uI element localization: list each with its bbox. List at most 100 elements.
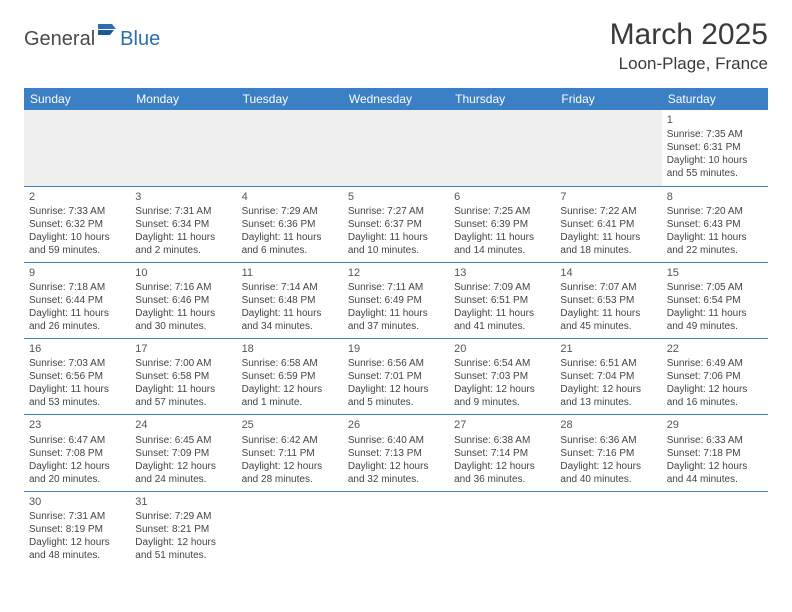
daylight-text: Daylight: 10 hours and 55 minutes. [667, 154, 763, 180]
daylight-text: Daylight: 12 hours and 48 minutes. [29, 536, 125, 562]
title-block: March 2025 Loon-Plage, France [610, 18, 768, 74]
calendar-cell: 9Sunrise: 7:18 AMSunset: 6:44 PMDaylight… [24, 262, 130, 338]
day-number: 14 [560, 266, 656, 280]
sunrise-text: Sunrise: 7:05 AM [667, 281, 763, 294]
daylight-text: Daylight: 11 hours and 26 minutes. [29, 307, 125, 333]
day-number: 22 [667, 342, 763, 356]
calendar-cell [449, 110, 555, 186]
sunset-text: Sunset: 6:48 PM [242, 294, 338, 307]
location-label: Loon-Plage, France [610, 54, 768, 74]
header: General Blue March 2025 Loon-Plage, Fran… [24, 18, 768, 74]
daylight-text: Daylight: 12 hours and 5 minutes. [348, 383, 444, 409]
daylight-text: Daylight: 12 hours and 44 minutes. [667, 460, 763, 486]
calendar-cell: 20Sunrise: 6:54 AMSunset: 7:03 PMDayligh… [449, 339, 555, 415]
daylight-text: Daylight: 12 hours and 28 minutes. [242, 460, 338, 486]
daylight-text: Daylight: 11 hours and 37 minutes. [348, 307, 444, 333]
sunrise-text: Sunrise: 7:03 AM [29, 357, 125, 370]
sunrise-text: Sunrise: 6:58 AM [242, 357, 338, 370]
sunrise-text: Sunrise: 7:31 AM [135, 205, 231, 218]
dow-header: Thursday [449, 88, 555, 110]
dow-header: Wednesday [343, 88, 449, 110]
calendar-page: General Blue March 2025 Loon-Plage, Fran… [0, 0, 792, 585]
day-number: 3 [135, 190, 231, 204]
dow-header: Saturday [662, 88, 768, 110]
daylight-text: Daylight: 11 hours and 6 minutes. [242, 231, 338, 257]
calendar-cell [130, 110, 236, 186]
day-number: 12 [348, 266, 444, 280]
day-number: 2 [29, 190, 125, 204]
calendar-body: 1Sunrise: 7:35 AMSunset: 6:31 PMDaylight… [24, 110, 768, 567]
calendar-cell: 14Sunrise: 7:07 AMSunset: 6:53 PMDayligh… [555, 262, 661, 338]
logo: General Blue [24, 18, 160, 55]
calendar-cell: 27Sunrise: 6:38 AMSunset: 7:14 PMDayligh… [449, 415, 555, 491]
daylight-text: Daylight: 11 hours and 14 minutes. [454, 231, 550, 257]
sunset-text: Sunset: 8:19 PM [29, 523, 125, 536]
sunset-text: Sunset: 6:46 PM [135, 294, 231, 307]
sunset-text: Sunset: 6:54 PM [667, 294, 763, 307]
calendar-cell: 13Sunrise: 7:09 AMSunset: 6:51 PMDayligh… [449, 262, 555, 338]
daylight-text: Daylight: 11 hours and 34 minutes. [242, 307, 338, 333]
day-number: 20 [454, 342, 550, 356]
calendar-week-row: 30Sunrise: 7:31 AMSunset: 8:19 PMDayligh… [24, 491, 768, 567]
daylight-text: Daylight: 12 hours and 40 minutes. [560, 460, 656, 486]
calendar-week-row: 1Sunrise: 7:35 AMSunset: 6:31 PMDaylight… [24, 110, 768, 186]
sunset-text: Sunset: 7:16 PM [560, 447, 656, 460]
calendar-cell: 12Sunrise: 7:11 AMSunset: 6:49 PMDayligh… [343, 262, 449, 338]
sunrise-text: Sunrise: 7:09 AM [454, 281, 550, 294]
day-number: 5 [348, 190, 444, 204]
daylight-text: Daylight: 11 hours and 45 minutes. [560, 307, 656, 333]
day-number: 10 [135, 266, 231, 280]
daylight-text: Daylight: 10 hours and 59 minutes. [29, 231, 125, 257]
calendar-cell [343, 491, 449, 567]
sunrise-text: Sunrise: 6:38 AM [454, 434, 550, 447]
day-number: 6 [454, 190, 550, 204]
day-number: 15 [667, 266, 763, 280]
daylight-text: Daylight: 11 hours and 57 minutes. [135, 383, 231, 409]
calendar-table: Sunday Monday Tuesday Wednesday Thursday… [24, 88, 768, 567]
sunset-text: Sunset: 7:11 PM [242, 447, 338, 460]
calendar-cell: 5Sunrise: 7:27 AMSunset: 6:37 PMDaylight… [343, 186, 449, 262]
day-number: 9 [29, 266, 125, 280]
sunrise-text: Sunrise: 7:14 AM [242, 281, 338, 294]
daylight-text: Daylight: 11 hours and 53 minutes. [29, 383, 125, 409]
sunset-text: Sunset: 7:03 PM [454, 370, 550, 383]
daylight-text: Daylight: 11 hours and 2 minutes. [135, 231, 231, 257]
daylight-text: Daylight: 11 hours and 22 minutes. [667, 231, 763, 257]
sunset-text: Sunset: 7:14 PM [454, 447, 550, 460]
calendar-cell: 29Sunrise: 6:33 AMSunset: 7:18 PMDayligh… [662, 415, 768, 491]
logo-text-part1: General [24, 28, 95, 51]
day-number: 13 [454, 266, 550, 280]
sunset-text: Sunset: 6:53 PM [560, 294, 656, 307]
sunset-text: Sunset: 6:37 PM [348, 218, 444, 231]
sunrise-text: Sunrise: 7:35 AM [667, 128, 763, 141]
day-number: 30 [29, 495, 125, 509]
daylight-text: Daylight: 12 hours and 24 minutes. [135, 460, 231, 486]
calendar-cell: 19Sunrise: 6:56 AMSunset: 7:01 PMDayligh… [343, 339, 449, 415]
calendar-cell: 10Sunrise: 7:16 AMSunset: 6:46 PMDayligh… [130, 262, 236, 338]
sunset-text: Sunset: 7:06 PM [667, 370, 763, 383]
calendar-cell [449, 491, 555, 567]
daylight-text: Daylight: 12 hours and 20 minutes. [29, 460, 125, 486]
calendar-week-row: 2Sunrise: 7:33 AMSunset: 6:32 PMDaylight… [24, 186, 768, 262]
calendar-week-row: 9Sunrise: 7:18 AMSunset: 6:44 PMDaylight… [24, 262, 768, 338]
sunset-text: Sunset: 6:59 PM [242, 370, 338, 383]
calendar-cell: 16Sunrise: 7:03 AMSunset: 6:56 PMDayligh… [24, 339, 130, 415]
sunrise-text: Sunrise: 7:25 AM [454, 205, 550, 218]
sunset-text: Sunset: 6:32 PM [29, 218, 125, 231]
day-number: 1 [667, 113, 763, 127]
calendar-cell: 8Sunrise: 7:20 AMSunset: 6:43 PMDaylight… [662, 186, 768, 262]
daylight-text: Daylight: 11 hours and 49 minutes. [667, 307, 763, 333]
sunset-text: Sunset: 6:49 PM [348, 294, 444, 307]
calendar-cell: 21Sunrise: 6:51 AMSunset: 7:04 PMDayligh… [555, 339, 661, 415]
calendar-week-row: 16Sunrise: 7:03 AMSunset: 6:56 PMDayligh… [24, 339, 768, 415]
calendar-cell: 1Sunrise: 7:35 AMSunset: 6:31 PMDaylight… [662, 110, 768, 186]
dow-header: Tuesday [237, 88, 343, 110]
calendar-cell [343, 110, 449, 186]
calendar-cell: 6Sunrise: 7:25 AMSunset: 6:39 PMDaylight… [449, 186, 555, 262]
daylight-text: Daylight: 11 hours and 18 minutes. [560, 231, 656, 257]
daylight-text: Daylight: 12 hours and 36 minutes. [454, 460, 550, 486]
calendar-cell: 30Sunrise: 7:31 AMSunset: 8:19 PMDayligh… [24, 491, 130, 567]
dow-header: Sunday [24, 88, 130, 110]
calendar-cell: 28Sunrise: 6:36 AMSunset: 7:16 PMDayligh… [555, 415, 661, 491]
calendar-week-row: 23Sunrise: 6:47 AMSunset: 7:08 PMDayligh… [24, 415, 768, 491]
